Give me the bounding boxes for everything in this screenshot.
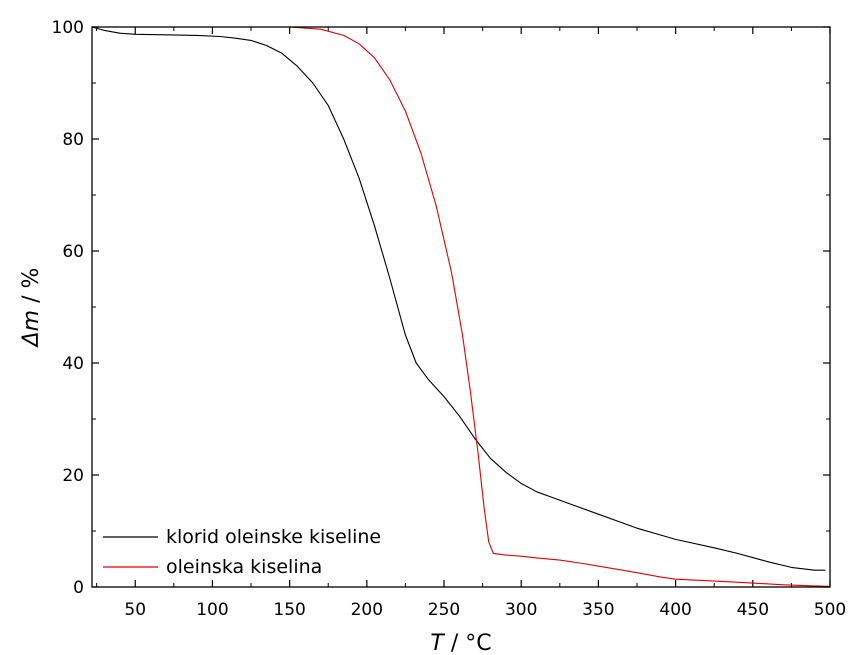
y-tick-label-0: 0 [73, 578, 84, 598]
lines-layer [91, 26, 831, 587]
y-tick-label-60: 60 [62, 242, 84, 262]
legend: klorid oleinske kiseline oleinska kiseli… [103, 526, 381, 578]
x-tick-label-250: 250 [428, 600, 460, 620]
y-tick-label-40: 40 [62, 354, 84, 374]
y-tick-label-100: 100 [52, 18, 84, 38]
x-tick-label-200: 200 [351, 600, 383, 620]
series-line-1 [235, 26, 831, 587]
y-tick-label-80: 80 [62, 130, 84, 150]
x-axis-symbol: T [430, 631, 445, 655]
legend-label-oleinska: oleinska kiselina [166, 556, 322, 578]
x-tick-label-150: 150 [273, 600, 305, 620]
y-axis-symbol: Δm [19, 310, 44, 348]
x-tick-label-450: 450 [737, 600, 769, 620]
x-axis-unit: / °C [444, 631, 492, 655]
y-axis-title: Δm / % [19, 268, 44, 349]
series-line-0 [91, 26, 826, 571]
x-tick-label-400: 400 [659, 600, 691, 620]
x-axis-title: T / °C [430, 631, 491, 655]
x-tick-label-350: 350 [582, 600, 614, 620]
x-tick-label-100: 100 [196, 600, 228, 620]
x-tick-label-300: 300 [505, 600, 537, 620]
x-tick-label-50: 50 [124, 600, 146, 620]
y-axis-unit: / % [19, 268, 44, 310]
labels-layer: 50 100 150 200 250 300 350 400 450 500 0 20 40 60 80 10… [52, 18, 847, 620]
x-tick-label-500: 500 [814, 600, 846, 620]
ticks-layer [92, 26, 831, 588]
y-tick-label-20: 20 [62, 466, 84, 486]
legend-label-klorid: klorid oleinske kiseline [166, 526, 381, 548]
plot-frame [91, 26, 831, 588]
